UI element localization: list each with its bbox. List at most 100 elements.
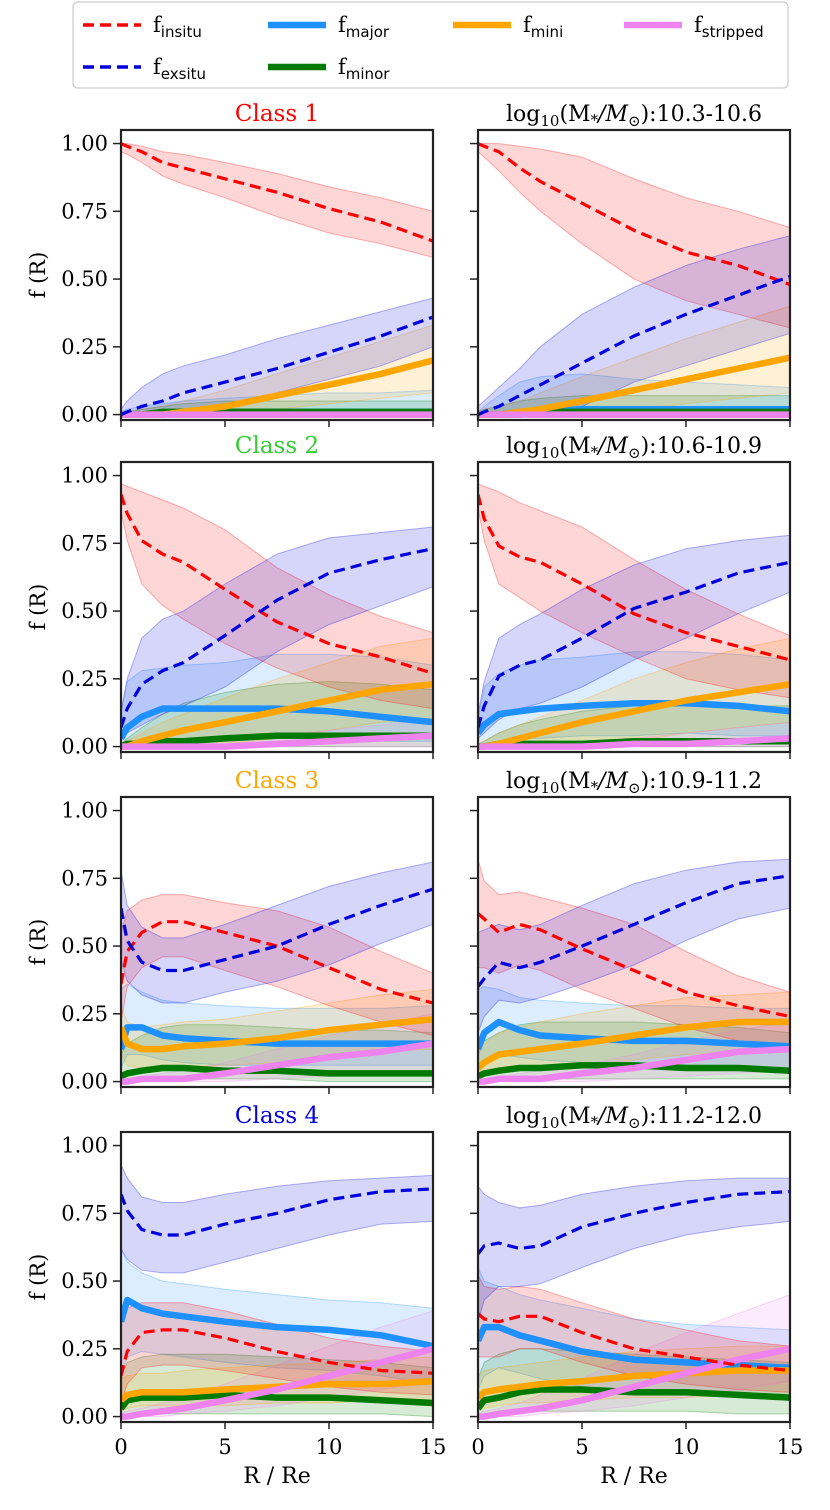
series-line-insitu xyxy=(121,1328,433,1377)
mass-range-title: log10(M*/M⊙):10.6-10.9 xyxy=(506,434,762,462)
y-tick-label: 0.50 xyxy=(61,599,108,623)
y-tick-label: 0.25 xyxy=(61,667,108,691)
band-insitu xyxy=(121,894,433,1037)
y-tick-label: 0.00 xyxy=(61,1070,108,1094)
y-tick-label: 0.75 xyxy=(61,199,108,223)
series-line-minor xyxy=(478,1386,790,1411)
series-line-exsitu xyxy=(121,1187,433,1237)
legend-entry-insitu: finsitu xyxy=(83,13,202,41)
band-stripped xyxy=(478,1294,790,1418)
axes-frame xyxy=(476,1130,792,1424)
x-tick-label: 0 xyxy=(471,1435,484,1459)
panel-grid: 0.00 0.25 0.50 0.75 1.00 f (R) Class 1 log10(M*… xyxy=(26,101,803,1489)
band-stripped xyxy=(121,1310,433,1418)
legend-label-exsitu: fexsitu xyxy=(153,55,206,83)
series-line-mini xyxy=(478,1367,790,1401)
x-tick-label: 15 xyxy=(420,1435,447,1459)
plot-area xyxy=(478,483,790,750)
x-tick-label: 15 xyxy=(777,1435,804,1459)
series-line-stripped xyxy=(121,732,433,750)
class-title: Class 2 xyxy=(235,433,319,459)
y-tick-label: 0.25 xyxy=(61,1337,108,1361)
axes-frame xyxy=(476,128,792,422)
plot-area xyxy=(121,1164,433,1420)
plot-area xyxy=(478,142,790,418)
series-line-exsitu xyxy=(121,547,433,729)
series-line-insitu xyxy=(121,142,433,243)
series-line-major xyxy=(478,1018,790,1051)
panel-1-class: 0.00 0.25 0.50 0.75 1.00 f (R) Class 1 xyxy=(26,101,435,427)
series-line-insitu xyxy=(478,142,790,287)
series-line-insitu xyxy=(478,494,790,662)
band-exsitu xyxy=(121,526,433,740)
y-axis-label: f (R) xyxy=(26,584,50,631)
series-line-exsitu xyxy=(121,315,433,417)
axes-frame xyxy=(476,795,792,1089)
panel-1-mass: log10(M*/M⊙):10.3-10.6 xyxy=(470,102,792,427)
y-tick-label: 0.75 xyxy=(61,531,108,555)
y-tick-label: 0.50 xyxy=(61,934,108,958)
y-tick-label: 0.00 xyxy=(61,735,108,759)
legend-entry-mini: fmini xyxy=(453,13,563,41)
panel-3-class: 0.00 0.25 0.50 0.75 1.00 f (R) Class 3 xyxy=(26,768,435,1094)
y-tick-label: 0.75 xyxy=(61,866,108,890)
plot-area xyxy=(121,142,433,418)
legend-entry-major: fmajor xyxy=(268,13,390,41)
x-tick-label: 10 xyxy=(673,1435,700,1459)
axes-frame xyxy=(476,460,792,754)
mass-range-title: log10(M*/M⊙):11.2-12.0 xyxy=(506,1104,762,1132)
band-insitu xyxy=(121,483,433,710)
y-tick-label: 1.00 xyxy=(61,464,108,488)
series-line-insitu xyxy=(121,920,433,1005)
series-line-major xyxy=(478,699,790,735)
band-exsitu xyxy=(478,858,790,1033)
band-insitu xyxy=(478,859,790,1050)
series-line-exsitu xyxy=(121,887,433,973)
legend-label-stripped: fstripped xyxy=(694,13,764,41)
series-line-exsitu xyxy=(478,274,790,417)
y-tick-label: 1.00 xyxy=(61,1134,108,1158)
legend: finsitu fexsitu fmajor fminor fmini fstripped xyxy=(72,1,789,89)
series-line-exsitu xyxy=(478,874,790,988)
panel-3-mass: log10(M*/M⊙):10.9-11.2 xyxy=(470,769,792,1094)
y-tick-label: 0.75 xyxy=(61,1201,108,1225)
band-exsitu xyxy=(478,1177,790,1322)
series-line-stripped xyxy=(478,735,790,750)
series-line-mini xyxy=(478,1018,790,1071)
series-line-insitu xyxy=(121,494,433,675)
panel-4-mass: 0 5 10 15 R / Re log10(M*/M⊙):11.2-12.0 xyxy=(470,1104,803,1489)
plot-area xyxy=(121,861,433,1085)
mass-range-title: log10(M*/M⊙):10.3-10.6 xyxy=(506,102,762,130)
series-line-stripped xyxy=(478,1345,790,1420)
x-axis-label: R / Re xyxy=(243,1464,311,1489)
legend-frame xyxy=(72,1,789,89)
panel-2-mass: log10(M*/M⊙):10.6-10.9 xyxy=(470,434,792,759)
panel-4-class: 0.00 0.25 0.50 0.75 1.00 0 5 10 15 f (R) R / Re Cla… xyxy=(26,1103,446,1489)
x-tick-label: 5 xyxy=(218,1435,231,1459)
x-tick-label: 5 xyxy=(575,1435,588,1459)
series-line-stripped xyxy=(121,1040,433,1085)
series-line-insitu xyxy=(478,912,790,1019)
series-line-exsitu xyxy=(478,560,790,729)
mass-range-title: log10(M*/M⊙):10.9-11.2 xyxy=(506,769,762,797)
class-title: Class 1 xyxy=(235,101,319,127)
series-line-minor xyxy=(121,1391,433,1411)
band-exsitu xyxy=(121,1164,433,1274)
x-tick-label: 10 xyxy=(316,1435,343,1459)
band-insitu xyxy=(121,143,433,258)
axes-frame xyxy=(119,795,435,1089)
y-axis-label: f (R) xyxy=(26,1254,50,1301)
axes-frame xyxy=(119,128,435,422)
series-line-exsitu xyxy=(478,1190,790,1255)
class-title: Class 4 xyxy=(235,1103,319,1129)
series-line-major xyxy=(121,705,433,741)
y-axis-label: f (R) xyxy=(26,252,50,299)
series-line-major xyxy=(121,1296,433,1350)
y-tick-label: 0.25 xyxy=(61,335,108,359)
plot-area xyxy=(478,858,790,1085)
plot-area xyxy=(478,1177,790,1420)
series-line-insitu xyxy=(478,1312,790,1373)
y-tick-label: 1.00 xyxy=(61,132,108,156)
y-tick-label: 0.00 xyxy=(61,1405,108,1429)
